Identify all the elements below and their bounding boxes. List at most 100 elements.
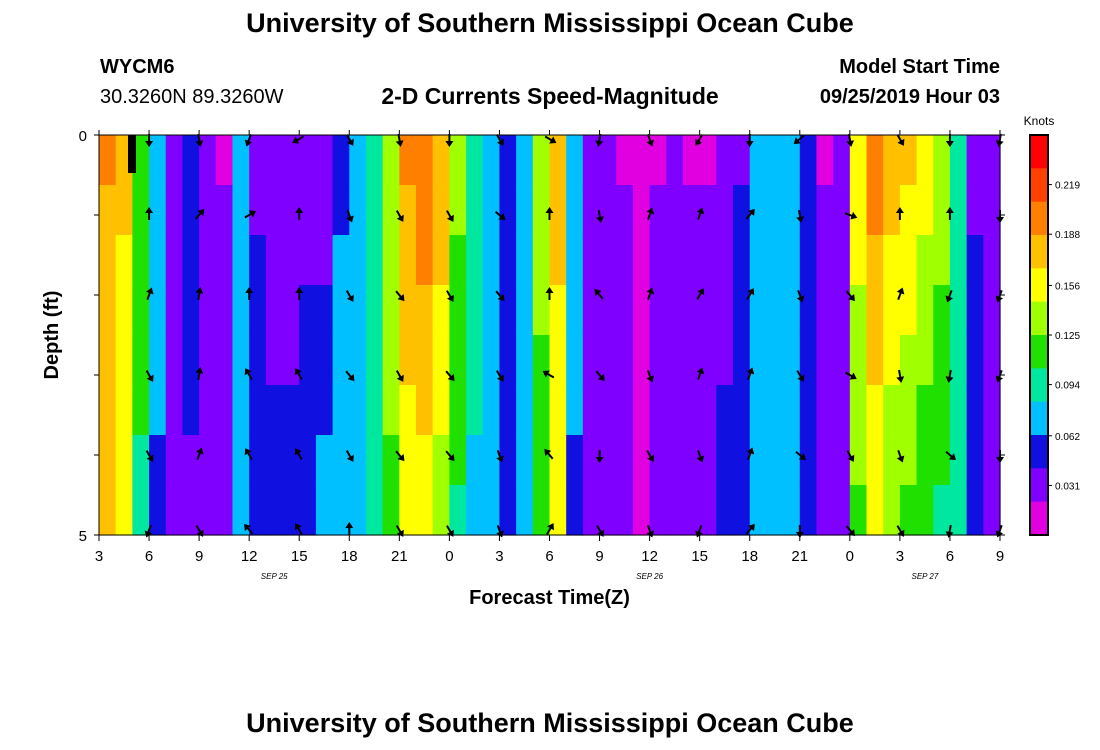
heatmap-cell bbox=[182, 335, 200, 386]
heatmap-cell bbox=[315, 135, 334, 186]
heatmap-cell bbox=[866, 135, 884, 186]
heatmap-cell bbox=[666, 485, 684, 536]
current-arrow-head bbox=[647, 454, 655, 462]
heatmap-cell bbox=[365, 185, 384, 236]
heatmap-cell bbox=[733, 435, 751, 486]
current-arrow-head bbox=[397, 293, 405, 302]
heatmap-cell bbox=[833, 435, 851, 486]
current-arrow bbox=[844, 371, 857, 380]
heatmap-cell bbox=[582, 435, 601, 486]
heatmap-cell bbox=[599, 385, 617, 436]
heatmap-cell bbox=[432, 285, 450, 336]
heatmap-cell bbox=[933, 335, 951, 386]
current-arrow bbox=[746, 447, 755, 461]
heatmap-cell bbox=[549, 235, 567, 286]
heatmap-cell bbox=[716, 135, 734, 186]
heatmap-cells bbox=[99, 135, 1001, 536]
heatmap-cell bbox=[799, 385, 818, 436]
heatmap-cell bbox=[899, 135, 918, 186]
heatmap-cell bbox=[382, 185, 400, 236]
heatmap-cell bbox=[632, 435, 651, 486]
current-arrow-head bbox=[195, 287, 204, 294]
current-arrow-head bbox=[595, 140, 604, 147]
heatmap-cell bbox=[165, 435, 184, 486]
heatmap-cell bbox=[132, 485, 150, 536]
current-arrow bbox=[446, 210, 454, 222]
current-arrow bbox=[345, 450, 354, 462]
heatmap-cell bbox=[315, 285, 334, 336]
heatmap-cell bbox=[132, 385, 150, 436]
current-arrow-head bbox=[396, 214, 404, 222]
heatmap-cell bbox=[466, 485, 484, 536]
heatmap-cell bbox=[599, 185, 617, 236]
heatmap-cell bbox=[682, 285, 701, 336]
heatmap-cell bbox=[115, 485, 133, 536]
heatmap-cell bbox=[315, 185, 334, 236]
current-arrow-head bbox=[498, 213, 506, 221]
current-arrow bbox=[896, 134, 905, 146]
heatmap-cell bbox=[849, 285, 868, 336]
heatmap-cell bbox=[232, 485, 250, 536]
heatmap-cell bbox=[949, 285, 968, 336]
current-arrow bbox=[545, 287, 554, 300]
heatmap-cell bbox=[499, 485, 517, 536]
heatmap-cell bbox=[566, 135, 584, 186]
heatmap-cell bbox=[99, 135, 117, 186]
current-arrow bbox=[295, 207, 304, 220]
current-arrow-head bbox=[195, 367, 204, 374]
heatmap-cell bbox=[165, 335, 184, 386]
heatmap-cell bbox=[616, 385, 634, 436]
heatmap-cell bbox=[132, 135, 150, 186]
heatmap-cell bbox=[916, 185, 934, 236]
heatmap-cell bbox=[783, 335, 801, 386]
heatmap-cell bbox=[883, 285, 901, 336]
chart-title-top: University of Southern Mississippi Ocean… bbox=[246, 8, 854, 38]
heatmap-cell bbox=[365, 235, 384, 286]
heatmap-cell bbox=[783, 435, 801, 486]
heatmap-cell bbox=[499, 135, 517, 186]
current-arrow bbox=[345, 290, 354, 302]
heatmap-cell bbox=[382, 285, 400, 336]
heatmap-cell bbox=[833, 235, 851, 286]
heatmap-cell bbox=[416, 435, 434, 486]
current-arrow bbox=[945, 289, 953, 303]
heatmap-cell bbox=[99, 285, 117, 336]
heatmap-cell bbox=[132, 435, 150, 486]
heatmap-cell bbox=[399, 285, 417, 336]
heatmap-cell bbox=[849, 435, 868, 486]
current-arrow-head bbox=[945, 207, 954, 213]
current-arrow-head bbox=[596, 216, 604, 223]
heatmap-cell bbox=[249, 135, 267, 186]
heatmap-cell bbox=[599, 335, 617, 386]
heatmap-cell bbox=[632, 485, 651, 536]
current-arrow bbox=[145, 370, 154, 382]
heatmap-cell bbox=[199, 485, 217, 536]
current-arrow-head bbox=[796, 295, 805, 303]
current-arrow bbox=[446, 290, 454, 302]
heatmap-cell bbox=[199, 185, 217, 236]
current-arrow bbox=[746, 367, 755, 381]
heatmap-cell bbox=[933, 185, 951, 236]
current-arrow-head bbox=[345, 522, 354, 528]
heatmap-cell bbox=[516, 185, 534, 236]
current-arrow-head bbox=[542, 370, 550, 378]
heatmap-cell bbox=[365, 335, 384, 386]
heatmap-cell bbox=[299, 235, 317, 286]
heatmap-cell bbox=[215, 435, 234, 486]
heatmap-cell bbox=[766, 135, 784, 186]
heatmap-cell bbox=[899, 335, 918, 386]
heatmap-cell bbox=[716, 285, 734, 336]
current-arrows bbox=[144, 133, 1004, 538]
heatmap-cell bbox=[783, 235, 801, 286]
current-arrow-head bbox=[294, 448, 302, 456]
heatmap-cell bbox=[332, 285, 350, 336]
heatmap-cell bbox=[783, 135, 801, 186]
heatmap-cell bbox=[666, 335, 684, 386]
heatmap-cell bbox=[566, 185, 584, 236]
heatmap-cell bbox=[132, 235, 150, 286]
y-tick-label: 5 bbox=[79, 528, 87, 545]
heatmap-cell bbox=[516, 235, 534, 286]
heatmap-cell bbox=[833, 135, 851, 186]
heatmap-cell bbox=[582, 385, 601, 436]
heatmap-cell bbox=[883, 135, 901, 186]
